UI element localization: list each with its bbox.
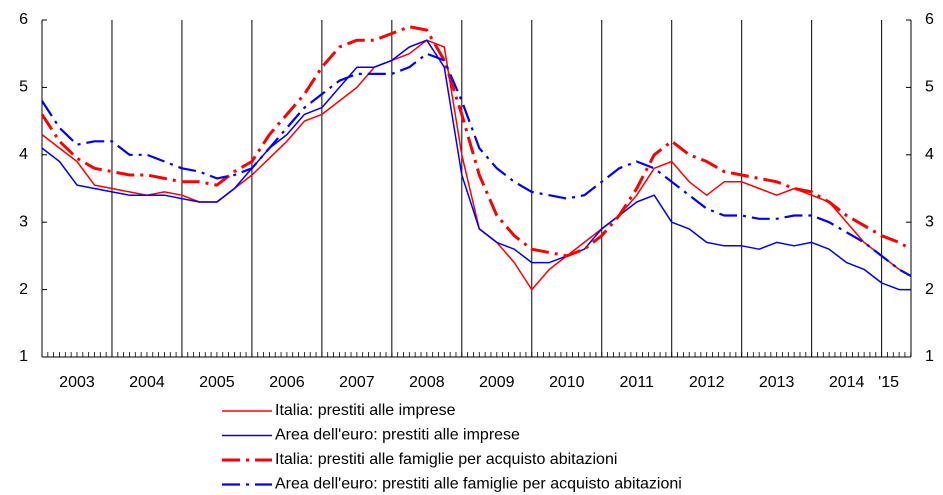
series-line (41, 52, 912, 278)
y-tick-label: 5 (19, 79, 28, 96)
x-tick-label: 2012 (689, 374, 725, 391)
y2-tick-label: 4 (925, 146, 934, 163)
x-tick-label: 2010 (549, 374, 585, 391)
y2-tick-label: 3 (925, 213, 934, 230)
x-tick-label: '15 (878, 374, 899, 391)
x-tick-label: 2006 (269, 374, 305, 391)
legend-label: Area dell'euro: prestiti alle imprese (275, 427, 520, 444)
y2-tick-label: 2 (925, 281, 934, 298)
x-tick-label: 2011 (620, 374, 655, 391)
series-line (40, 25, 912, 258)
x-tick-label: 2004 (129, 374, 165, 391)
y-tick-label: 2 (19, 281, 28, 298)
x-tick-label: 2009 (479, 374, 515, 391)
y-tick-label: 4 (19, 146, 28, 163)
y-tick-label: 6 (19, 11, 28, 28)
y2-tick-label: 6 (925, 11, 934, 28)
x-tick-label: 2003 (59, 374, 95, 391)
series-line (41, 39, 911, 291)
y-tick-label: 1 (19, 348, 28, 365)
y2-tick-label: 1 (925, 348, 934, 365)
x-tick-label: 2013 (759, 374, 795, 391)
x-tick-label: 2005 (199, 374, 235, 391)
legend-label: Area dell'euro: prestiti alle famiglie p… (275, 476, 682, 493)
x-tick-label: 2014 (829, 374, 865, 391)
legend-label: Italia: prestiti alle imprese (275, 402, 456, 419)
y-tick-label: 3 (19, 213, 28, 230)
x-tick-label: 2008 (409, 374, 445, 391)
y2-tick-label: 5 (925, 79, 934, 96)
legend-label: Italia: prestiti alle famiglie per acqui… (275, 451, 617, 468)
x-tick-label: 2007 (339, 374, 375, 391)
